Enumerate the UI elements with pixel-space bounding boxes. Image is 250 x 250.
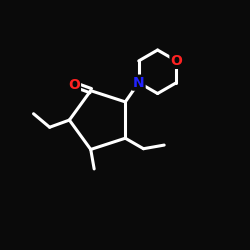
Text: N: N <box>133 76 144 90</box>
Text: O: O <box>68 78 80 92</box>
Text: O: O <box>170 54 182 68</box>
